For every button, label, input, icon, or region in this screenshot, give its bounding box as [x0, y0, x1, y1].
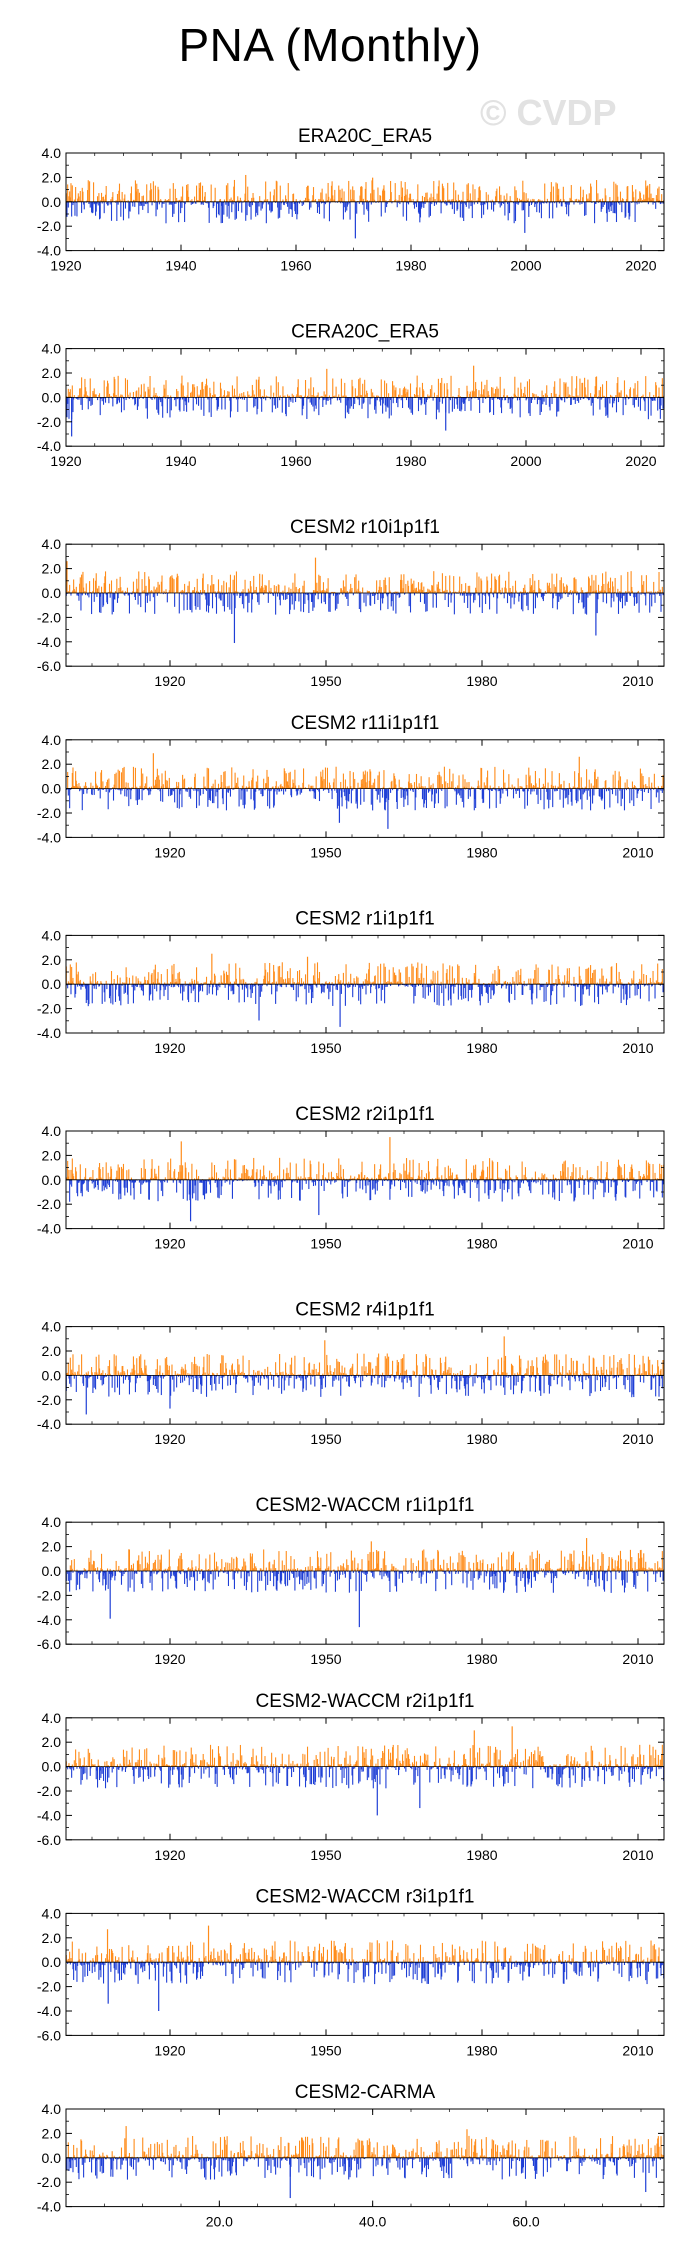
y-tick-label: -2.0 [37, 218, 61, 234]
x-tick-label: 1960 [280, 453, 311, 469]
y-tick-label: -2.0 [37, 414, 61, 430]
y-tick-label: -4.0 [37, 438, 61, 454]
chart-title: CESM2 r10i1p1f1 [290, 517, 440, 538]
x-tick-label: 1980 [395, 453, 426, 469]
chart-title: ERA20C_ERA5 [298, 126, 432, 147]
x-tick-label: 2020 [625, 258, 656, 274]
x-tick-label: 2020 [625, 453, 656, 469]
bar-series [65, 174, 665, 239]
y-tick-label: 4.0 [42, 341, 62, 357]
x-tick-label: 1920 [50, 258, 81, 274]
y-tick-label: 0.0 [42, 389, 62, 405]
bar-series [65, 365, 665, 437]
x-tick-label: 2000 [510, 453, 541, 469]
y-tick-label: 4.0 [42, 145, 62, 161]
x-tick-label: 1980 [395, 258, 426, 274]
chart-panel: CESM2 r10i1p1f14.02.00.0-2.0-4.0-6.01920… [37, 517, 665, 689]
x-tick-label: 1920 [50, 453, 81, 469]
y-tick-label: -4.0 [37, 243, 61, 259]
x-tick-label: 2000 [510, 258, 541, 274]
x-tick-label: 1940 [165, 453, 196, 469]
watermark: © CVDP [480, 92, 617, 134]
x-tick-label: 1960 [280, 258, 311, 274]
y-tick-label: 2.0 [42, 169, 62, 185]
chart-title: CERA20C_ERA5 [291, 322, 439, 343]
y-tick-label: 0.0 [42, 194, 62, 210]
y-tick-label: 2.0 [42, 365, 62, 381]
page-title: PNA (Monthly) [0, 18, 660, 72]
x-tick-label: 1940 [165, 258, 196, 274]
bar-series [65, 557, 665, 644]
